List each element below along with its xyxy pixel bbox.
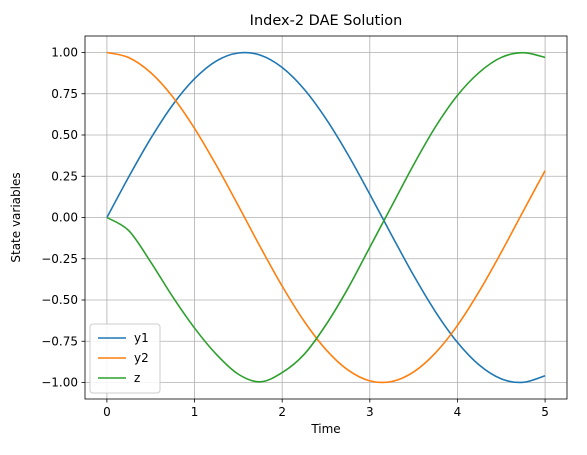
x-tick-label: 5 <box>541 405 549 419</box>
chart-title: Index-2 DAE Solution <box>250 13 403 29</box>
x-tick-label: 1 <box>191 405 199 419</box>
y-axis-label: State variables <box>9 172 23 262</box>
grid <box>85 36 567 399</box>
legend-label-y1: y1 <box>134 331 149 345</box>
y-tick-label: −0.25 <box>41 252 78 266</box>
x-tick-label: 4 <box>454 405 462 419</box>
y-tick-label: 0.00 <box>51 211 78 225</box>
x-axis-label: Time <box>310 422 340 436</box>
x-tick-label: 2 <box>278 405 286 419</box>
legend-label-y2: y2 <box>134 351 149 365</box>
y-tick-label: 0.50 <box>51 128 78 142</box>
y-tick-label: 0.25 <box>51 169 78 183</box>
legend: y1 y2 z <box>89 323 161 394</box>
x-tick-label: 0 <box>103 405 111 419</box>
y-tick-label: −0.75 <box>41 334 78 348</box>
series-line-y1 <box>106 51 546 384</box>
y-tick-label: −1.00 <box>41 376 78 390</box>
legend-label-z: z <box>134 371 140 385</box>
y-tick-label: −0.50 <box>41 293 78 307</box>
series-line-z <box>106 51 546 383</box>
y-tick-label: 0.75 <box>51 87 78 101</box>
y-tick-label: 1.00 <box>51 46 78 60</box>
x-tick-label: 3 <box>366 405 374 419</box>
series-line-y2 <box>106 51 546 384</box>
axis-ticks: 0 1 2 3 4 5 −1.00 −0.75 −0.50 −0.25 0.00 0.25 0.50 0.… <box>41 46 549 419</box>
plot-lines <box>106 51 546 384</box>
